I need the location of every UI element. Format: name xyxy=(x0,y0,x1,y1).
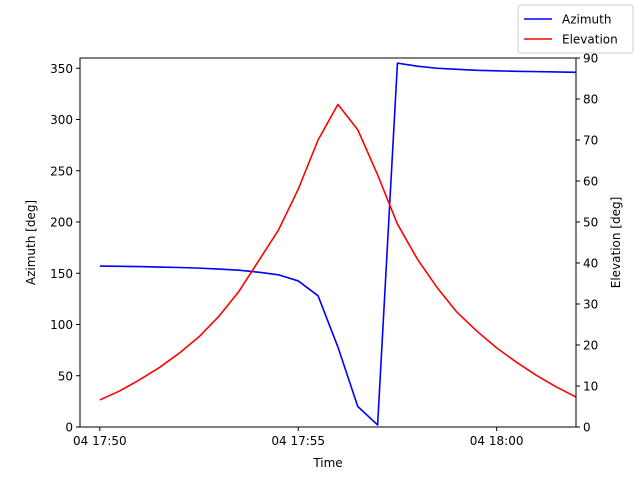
y-right-tick-label: 10 xyxy=(583,380,598,394)
y-left-tick-label: 250 xyxy=(50,164,73,178)
y-right-tick-label: 90 xyxy=(583,52,598,66)
y-right-tick-label: 50 xyxy=(583,216,598,230)
plot-lines xyxy=(99,62,577,426)
y-axis-label-right: Elevation [deg] xyxy=(609,197,623,289)
y-left-tick-label: 150 xyxy=(50,267,73,281)
y-right-tick-label: 80 xyxy=(583,93,598,107)
y-right-tick-label: 20 xyxy=(583,339,598,353)
y-left-tick-label: 100 xyxy=(50,318,73,332)
series-line-elevation xyxy=(99,103,577,401)
legend-label-elevation: Elevation xyxy=(562,33,618,47)
series-line-azimuth xyxy=(99,62,577,426)
x-tick-label: 04 17:55 xyxy=(271,434,325,448)
y-left-tick-label: 0 xyxy=(65,421,73,435)
y-axis-right: 0 10 20 30 40 50 60 70 80 90 xyxy=(576,52,598,435)
y-left-tick-label: 200 xyxy=(50,216,73,230)
y-axis-label-left: Azimuth [deg] xyxy=(24,200,38,285)
legend-label-azimuth: Azimuth xyxy=(562,13,611,27)
legend: Azimuth Elevation xyxy=(517,4,634,54)
y-right-tick-label: 70 xyxy=(583,134,598,148)
y-right-tick-label: 0 xyxy=(583,421,591,435)
x-axis: 04 17:50 04 17:55 04 18:00 xyxy=(73,427,523,448)
legend-box xyxy=(517,4,634,54)
y-left-tick-label: 50 xyxy=(58,369,73,383)
x-axis-label: Time xyxy=(312,456,342,470)
y-right-tick-label: 30 xyxy=(583,298,598,312)
y-left-tick-label: 350 xyxy=(50,62,73,76)
y-left-tick-label: 300 xyxy=(50,113,73,127)
plot-frame xyxy=(79,57,577,428)
x-tick-label: 04 18:00 xyxy=(470,434,524,448)
x-tick-label: 04 17:50 xyxy=(73,434,127,448)
y-right-tick-label: 60 xyxy=(583,175,598,189)
y-axis-left: 0 50 100 150 200 250 300 350 xyxy=(50,62,80,435)
y-right-tick-label: 40 xyxy=(583,257,598,271)
